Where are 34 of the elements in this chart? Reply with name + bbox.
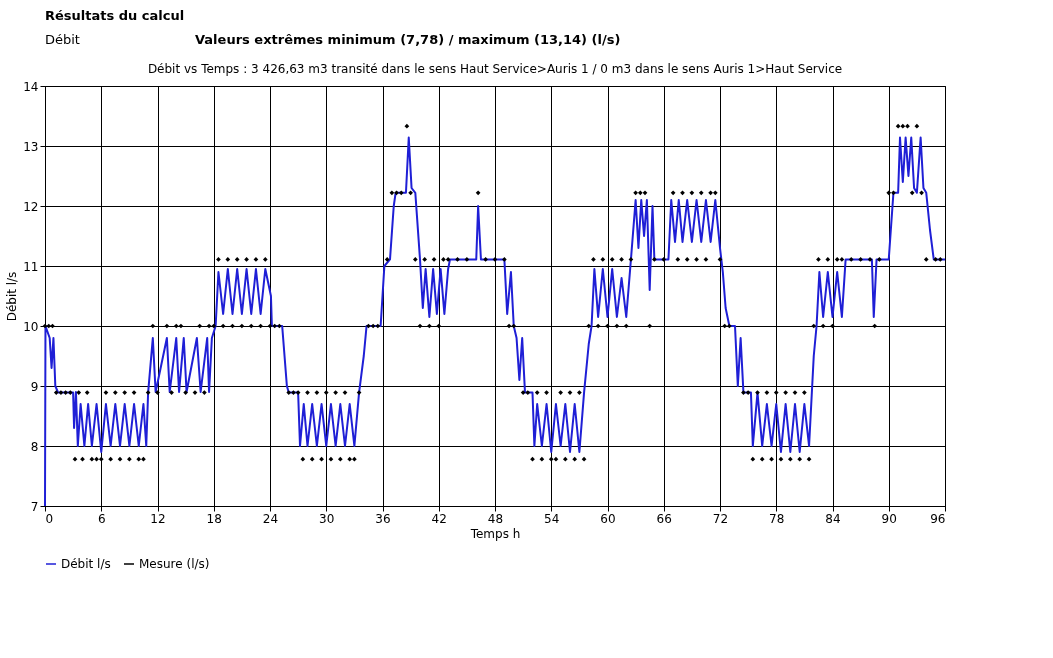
legend-label: Débit l/s [61, 557, 111, 571]
y-tick-label: 9 [30, 379, 39, 394]
x-tick-label: 30 [319, 511, 335, 526]
x-axis-title: Temps h [469, 526, 521, 541]
x-tick-label: 90 [881, 511, 897, 526]
y-axis-title: Débit l/s [5, 271, 20, 322]
y-tick-label: 14 [23, 79, 39, 94]
chart-title: Débit vs Temps : 3 426,63 m3 transité dans le sens Haut Service>Auris 1 / 0 m3 dans le sens Auris 1>Haut Service [147, 62, 843, 76]
y-tick-label: 12 [23, 199, 39, 214]
y-tick-label: 11 [23, 259, 39, 274]
y-tick-label: 13 [23, 139, 39, 154]
x-tick-label: 66 [656, 511, 672, 526]
text: Valeurs extrêmes minimum (7,78) / maximum (13,14) (l/s) [195, 32, 621, 47]
x-tick-label: 6 [97, 511, 106, 526]
legend-label: Mesure (l/s) [139, 557, 210, 571]
x-tick-label: 42 [431, 511, 447, 526]
y-tick-label: 8 [30, 439, 39, 454]
y-tick-label: 10 [23, 319, 39, 334]
x-tick-label: 84 [825, 511, 841, 526]
text: Résultats du calcul [45, 8, 185, 23]
x-tick-label: 78 [769, 511, 785, 526]
x-tick-label: 96 [930, 511, 946, 526]
x-tick-label: 54 [544, 511, 560, 526]
x-tick-label: 12 [150, 511, 166, 526]
x-tick-label: 0 [45, 511, 54, 526]
x-tick-label: 18 [206, 511, 222, 526]
x-tick-label: 72 [712, 511, 729, 526]
line-series [44, 136, 946, 507]
x-tick-label: 48 [487, 511, 504, 526]
text: Débit [45, 32, 80, 47]
x-tick-label: 36 [375, 511, 391, 526]
y-tick-label: 7 [30, 499, 39, 514]
x-tick-label: 24 [262, 511, 279, 526]
x-tick-label: 60 [600, 511, 616, 526]
